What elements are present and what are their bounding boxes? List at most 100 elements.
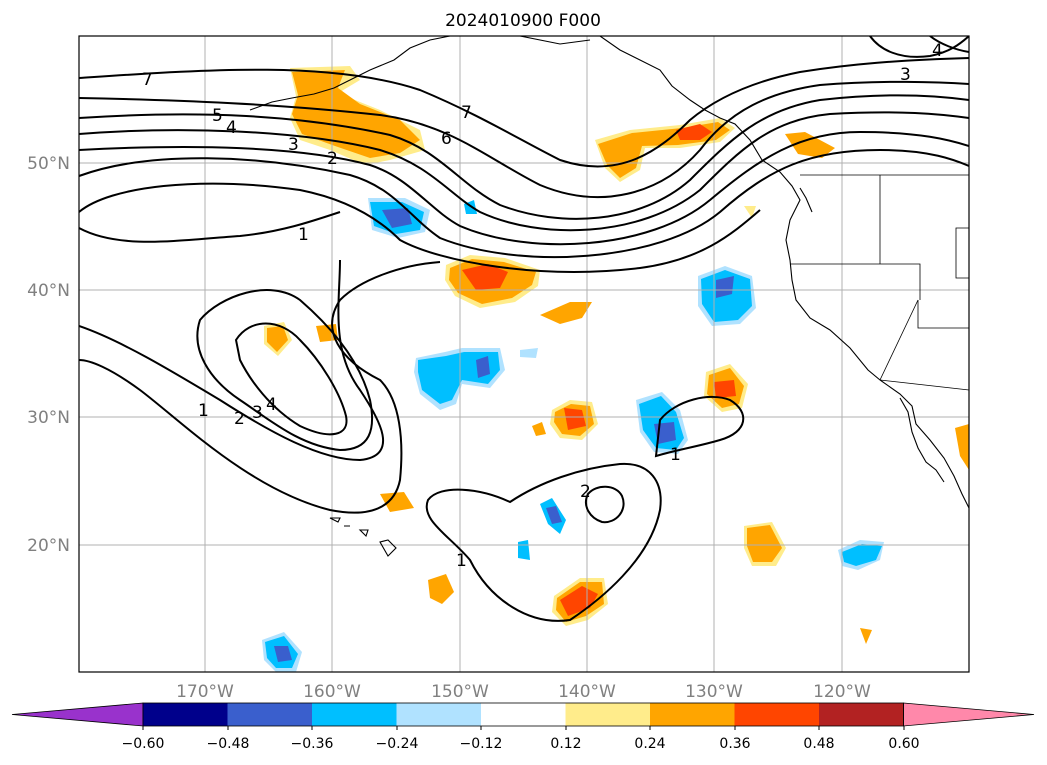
positive-anomaly: [292, 70, 420, 158]
oregon-california-border: [790, 263, 921, 300]
positive-anomaly-strong: [462, 264, 508, 290]
colorbar-segment: [143, 703, 228, 726]
longitude-label: 150°W: [431, 682, 489, 702]
map-title: 2024010900 F000: [445, 11, 601, 31]
contour-line: [234, 322, 348, 436]
colorbar-segment: [312, 703, 397, 726]
contour-line: [929, 36, 969, 53]
contour-line: [79, 80, 969, 198]
positive-anomaly: [380, 492, 414, 512]
state-borders: [790, 174, 969, 391]
contour-label: 2: [327, 149, 338, 169]
contour-label: 7: [142, 70, 153, 90]
coastlines: [249, 36, 969, 557]
longitude-label: 170°W: [176, 682, 234, 702]
longitude-labels: 170°W 160°W 150°W 140°W 130°W 120°W: [176, 682, 871, 702]
contour-lines: [79, 36, 969, 622]
positive-anomaly: [428, 574, 454, 604]
contour-label: 3: [252, 403, 263, 423]
contour-line: [79, 261, 441, 514]
colorbar-tick-label: 0.60: [888, 736, 919, 752]
california-nevada-border: [879, 299, 919, 381]
negative-anomaly-strong: [716, 276, 734, 298]
longitude-label: 130°W: [685, 682, 743, 702]
colorbar-segment: [565, 703, 651, 726]
contour-line: [196, 289, 374, 452]
graticule: [79, 36, 969, 672]
contour-label: 4: [226, 118, 237, 138]
alaska-south-coast: [519, 36, 591, 45]
contour-line: [79, 211, 341, 243]
negative-anomaly-strong: [546, 506, 562, 524]
negative-anomaly-strong: [274, 646, 292, 662]
contour-line: [584, 485, 625, 524]
positive-anomaly: [532, 422, 546, 436]
positive-anomaly: [540, 302, 592, 324]
negative-anomaly: [518, 540, 530, 560]
colorbar-tick-label: −0.12: [460, 736, 503, 752]
colorbar-extend-min: [11, 702, 144, 727]
colorbar-tick-label: −0.48: [207, 736, 250, 752]
vancouver-island: [799, 187, 813, 213]
us-mexico-border: [879, 379, 969, 391]
contour-label: 1: [198, 401, 209, 421]
contour-label: 3: [288, 135, 299, 155]
positive-anomaly-strong: [560, 586, 598, 616]
negative-anomaly: [842, 544, 882, 566]
north-america-coastline: [599, 36, 969, 509]
colorbar-extend-max: [903, 702, 1035, 727]
contour-label: 6: [441, 129, 452, 149]
negative-anomaly-strong: [382, 208, 412, 228]
contour-line: [79, 182, 761, 273]
colorbar-tick-label: 0.24: [634, 736, 665, 752]
longitude-label: 160°W: [303, 682, 361, 702]
colorbar-segment: [481, 703, 566, 726]
colorbar-segment: [396, 703, 482, 726]
contour-label: 1: [670, 445, 681, 465]
map-frame: [78, 35, 970, 673]
positive-anomaly: [955, 424, 969, 470]
positive-anomaly-strong: [676, 124, 712, 140]
colorbar-segment: [819, 703, 904, 726]
contour-label: 5: [212, 106, 223, 126]
colorbar-tick-label: 0.48: [803, 736, 834, 752]
baja-california-coast: [899, 397, 945, 483]
positive-anomaly: [860, 628, 872, 644]
colorbar-tick-label: 0.12: [550, 736, 581, 752]
colorbar-tick-label: −0.60: [122, 736, 165, 752]
contour-label: 1: [456, 551, 467, 571]
contour-line: [79, 259, 384, 462]
colorbar-segment: [734, 703, 820, 726]
colorbar-segment: [227, 703, 313, 726]
positive-anomaly-strong: [564, 408, 586, 430]
contour-line: [79, 111, 969, 232]
contour-line: [79, 130, 969, 246]
negative-anomaly-strong: [476, 356, 490, 378]
negative-anomaly-light: [520, 348, 538, 358]
latitude-label: 50°N: [27, 154, 70, 174]
latitude-labels: 50°N 40°N 30°N 20°N: [27, 154, 70, 556]
contour-line: [79, 57, 969, 168]
contour-label: 2: [580, 482, 591, 502]
contour-label: 4: [932, 41, 943, 61]
contour-label: 3: [900, 65, 911, 85]
colorbar-tick-label: 0.36: [719, 736, 750, 752]
hawaiian-islands: [329, 517, 397, 557]
positive-anomaly: [785, 132, 835, 158]
contour-line: [654, 396, 745, 458]
latitude-label: 20°N: [27, 536, 70, 556]
positive-anomaly-strong: [714, 380, 736, 398]
alaska-peninsula-coast: [249, 36, 451, 111]
positive-anomaly: [747, 525, 782, 562]
contour-line: [79, 94, 969, 220]
colorbar: −0.60 −0.48 −0.36 −0.24 −0.12 0.12 0.24 0.36 0.4…: [11, 702, 1035, 752]
colorbar-outline: [142, 702, 904, 727]
contour-label: 2: [234, 409, 245, 429]
contour-label: 7: [461, 103, 472, 123]
contour-line: [79, 148, 969, 259]
map-panel: 7 7 6 5 4 3 2 1 1 2 3 4 1 2 1 3 4: [78, 35, 970, 673]
contour-labels: 7 7 6 5 4 3 2 1 1 2 3 4 1 2 1 3 4: [142, 41, 943, 571]
colorbar-tick-label: −0.36: [291, 736, 334, 752]
contour-line: [425, 462, 662, 622]
colorbar-segment: [650, 703, 735, 726]
